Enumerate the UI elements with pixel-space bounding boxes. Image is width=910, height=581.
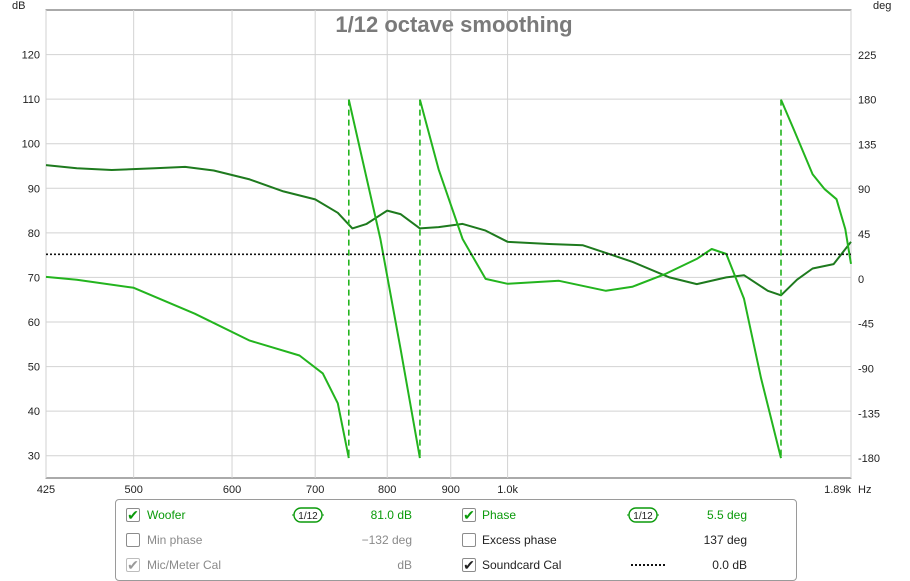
woofer-smoothing-label: 1/12 [298,511,318,522]
mic-cal-checkbox[interactable]: ✔ [126,557,140,573]
right-tick-label: 180 [858,95,876,107]
series-phase [780,99,852,265]
left-tick-label: 90 [28,183,40,195]
woofer-smoothing-icon[interactable]: 1/12 [292,507,324,523]
x-tick-label: 900 [442,484,460,496]
x-tick-label: 1.0k [497,484,518,496]
phase-value: 5.5 deg [706,508,747,522]
plot-frame [45,9,852,479]
left-tick-label: 70 [28,272,40,284]
mic-cal-label: Mic/Meter Cal [147,558,222,572]
series-woofer [45,164,852,297]
left-tick-label: 100 [22,139,40,151]
x-tick-label: 500 [124,484,142,496]
phase-smoothing-icon[interactable]: 1/12 [627,507,659,523]
phase-checkbox[interactable]: ✔ [462,507,476,523]
left-axis: 30 40 50 60 70 80 90 100 110 120 [22,50,40,463]
legend-row-min-phase: Min phase −132 deg Excess phase 137 deg [116,530,796,550]
series-phase [347,99,421,459]
left-tick-label: 30 [28,451,40,463]
series-phase [45,275,350,459]
phase-label: Phase [482,508,517,522]
right-tick-label: -180 [858,453,880,465]
excess-phase-checkbox[interactable] [462,533,476,547]
right-tick-label: 90 [858,184,870,196]
woofer-label: Woofer [147,508,186,522]
left-tick-label: 40 [28,406,40,418]
left-tick-label: 120 [22,50,40,62]
soundcard-cal-line-swatch [631,564,665,566]
min-phase-label: Min phase [147,533,203,547]
excess-phase-label: Excess phase [482,533,557,547]
right-tick-label: 135 [858,139,876,151]
left-tick-label: 80 [28,228,40,240]
x-axis: 425 500 600 700 800 900 1.0k 1.89k [37,484,852,496]
phase-smoothing-label: 1/12 [633,511,653,522]
legend-panel: ✔ Woofer 1/12 81.0 dB ✔ Phase 1/12 5.5 d… [115,499,797,581]
x-tick-label: 600 [223,484,241,496]
left-tick-label: 50 [28,362,40,374]
right-axis: 225 180 135 90 45 0 -45 -90 -135 -180 [858,50,880,465]
min-phase-value: −132 deg [361,533,412,547]
x-tick-label: 425 [37,484,55,496]
min-phase-checkbox[interactable] [126,533,140,547]
x-tick-label: 700 [306,484,324,496]
woofer-value: 81.0 dB [370,508,412,522]
excess-phase-value: 137 deg [703,533,747,547]
grid [45,9,852,479]
right-tick-label: 225 [858,50,876,62]
chart: 30 40 50 60 70 80 90 100 110 120 225 180 135 90 45 0 -4… [12,0,891,496]
chart-title: 1/12 octave smoothing [335,12,572,37]
right-tick-label: -90 [858,363,874,375]
right-tick-label: 45 [858,229,870,241]
right-tick-label: -45 [858,319,874,331]
x-tick-label: 800 [378,484,396,496]
right-tick-label: 0 [858,274,864,286]
soundcard-cal-checkbox[interactable]: ✔ [462,557,476,573]
left-tick-label: 110 [22,94,40,106]
right-tick-label: -135 [858,408,880,420]
woofer-checkbox[interactable]: ✔ [126,507,140,523]
left-tick-label: 60 [28,317,40,329]
mic-cal-value: dB [397,558,412,572]
legend-row-woofer: ✔ Woofer 1/12 81.0 dB ✔ Phase 1/12 5.5 d… [116,505,796,525]
legend-row-calibration: ✔ Mic/Meter Cal dB ✔ Soundcard Cal 0.0 d… [116,555,796,575]
right-axis-unit: deg [873,0,891,12]
plot-area [45,99,852,459]
x-tick-label: 1.89k [824,484,851,496]
left-axis-unit: dB [12,0,25,12]
x-axis-unit: Hz [858,484,871,496]
series-phase [418,99,782,459]
soundcard-cal-value: 0.0 dB [712,558,747,572]
soundcard-cal-label: Soundcard Cal [482,558,562,572]
